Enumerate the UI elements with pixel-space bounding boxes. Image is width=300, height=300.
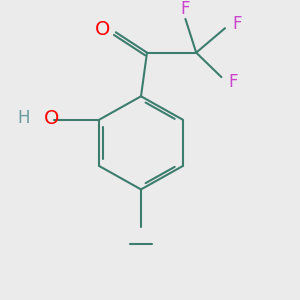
Text: H: H: [17, 110, 29, 128]
Text: O: O: [95, 20, 110, 39]
Text: F: F: [229, 73, 238, 91]
Text: F: F: [181, 0, 190, 18]
Text: O: O: [44, 109, 59, 128]
Text: F: F: [232, 14, 242, 32]
